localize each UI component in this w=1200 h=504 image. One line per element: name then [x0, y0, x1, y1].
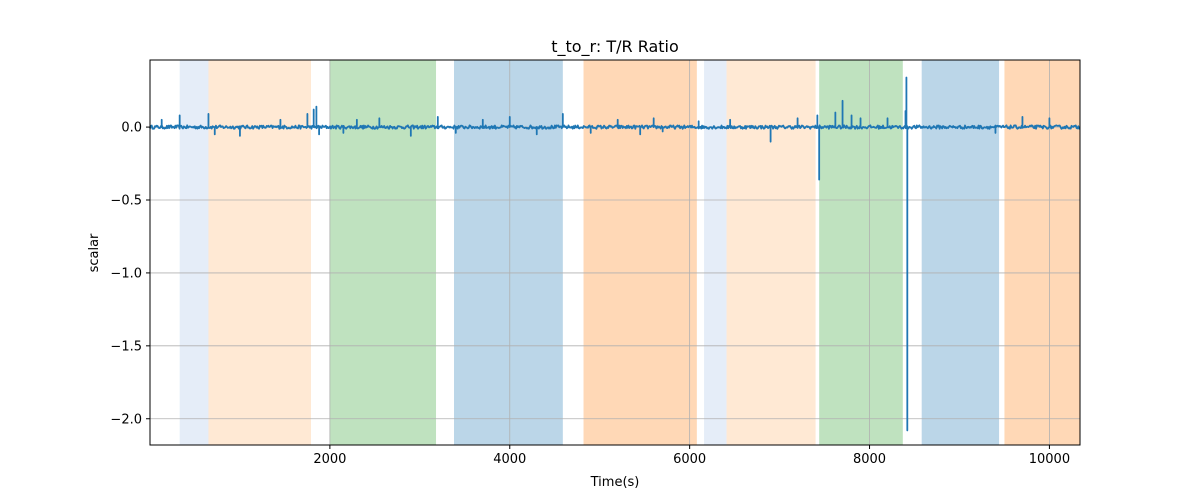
x-tick-label: 6000 — [673, 452, 706, 467]
chart-title: t_to_r: T/R Ratio — [551, 37, 679, 57]
y-axis-label: scalar — [87, 233, 102, 272]
shaded-region-1 — [179, 60, 209, 445]
shaded-region-2 — [208, 60, 311, 445]
y-axis-ticks: 0.0 −0.5 −1.0 −1.5 −2.0 — [110, 121, 150, 427]
shaded-region-3 — [329, 60, 437, 445]
y-tick-label: −0.5 — [110, 194, 142, 209]
x-tick-label: 2000 — [313, 452, 346, 467]
x-tick-label: 8000 — [853, 452, 886, 467]
shaded-region-7 — [726, 60, 816, 445]
series-line-1 — [149, 76, 1081, 432]
shaded-region-10 — [1004, 60, 1080, 445]
shaded-region-5 — [583, 60, 697, 445]
plot-frame — [149, 59, 1081, 446]
data-series — [149, 76, 1081, 432]
shaded-regions — [179, 60, 1080, 445]
shaded-region-9 — [921, 60, 1000, 445]
x-axis-ticks: 2000 4000 6000 8000 10000 — [313, 445, 1070, 467]
y-tick-label: −2.0 — [110, 412, 142, 427]
shaded-region-4 — [454, 60, 563, 445]
x-axis-label: Time(s) — [590, 475, 640, 490]
y-tick-label: −1.0 — [110, 266, 142, 281]
y-tick-label: −1.5 — [110, 339, 142, 354]
y-tick-label: 0.0 — [121, 121, 142, 136]
shaded-region-6 — [704, 60, 727, 445]
x-tick-label: 10000 — [1029, 452, 1070, 467]
x-tick-label: 4000 — [493, 452, 526, 467]
